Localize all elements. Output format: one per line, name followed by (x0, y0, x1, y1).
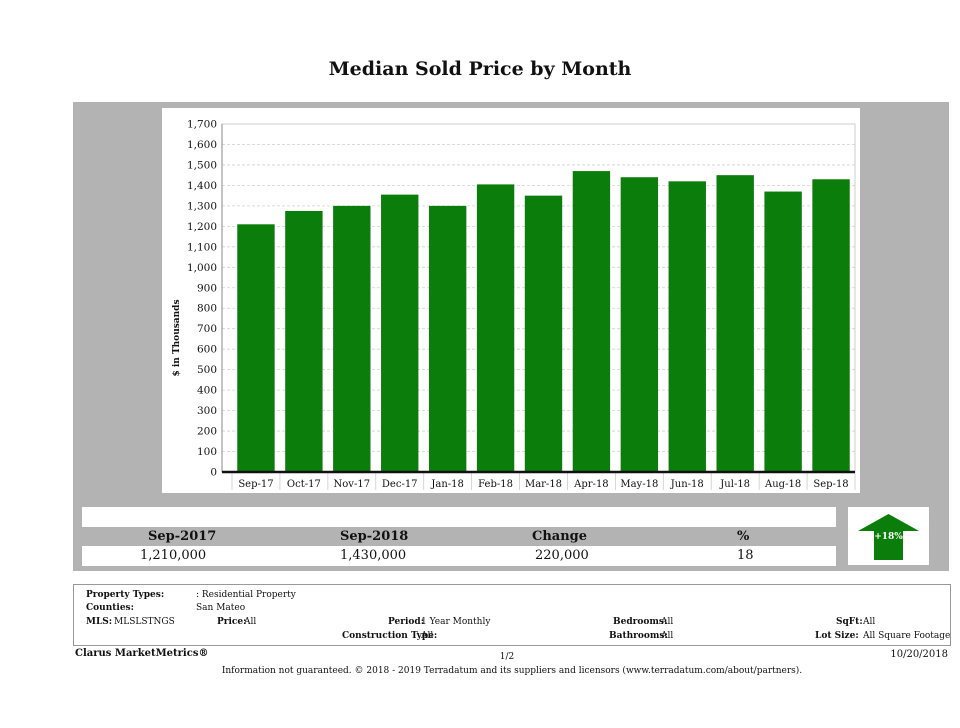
property-types-label: Property Types: (86, 590, 165, 600)
construction-type-label: Construction Type: (342, 631, 438, 641)
x-tick-label: Sep-17 (238, 479, 273, 490)
stats-header-strip (82, 507, 836, 527)
construction-type-value: All (421, 631, 434, 641)
x-tick-label: Aug-18 (764, 479, 801, 490)
stat-value-start: 1,210,000 (140, 548, 207, 563)
mls-value: MLSLSTNGS (114, 617, 175, 627)
y-tick-label: 600 (197, 344, 217, 356)
mls-label: MLS: (86, 617, 113, 627)
y-tick-label: 700 (197, 323, 217, 335)
bar-chart: 0 100 200 300 400 500 600 700 800 900 1,000 1,100 1,… (172, 119, 856, 490)
x-tick-label: Jan-18 (430, 479, 464, 490)
x-tick-label: Jun-18 (670, 479, 704, 490)
page-number: 1/2 (499, 652, 515, 662)
bar (812, 179, 850, 472)
bar (620, 177, 659, 473)
stats-value-strip (82, 546, 836, 566)
y-axis-label: $ in Thousands (172, 299, 182, 376)
y-tick-label: 1,500 (187, 159, 217, 171)
bar (572, 171, 611, 473)
stat-header-end: Sep-2018 (340, 529, 409, 544)
bar (476, 184, 515, 472)
x-tick-label: Feb-18 (478, 479, 513, 490)
bar (285, 211, 323, 472)
bedrooms-value: All (661, 617, 674, 627)
y-tick-label: 1,400 (187, 180, 217, 192)
change-badge: +18% (848, 507, 929, 565)
x-tick-label: Sep-18 (813, 479, 848, 490)
y-tick-label: 1,600 (187, 139, 217, 151)
bathrooms-value: All (661, 631, 674, 641)
sqft-label: SqFt: (836, 617, 863, 627)
stat-value-change: 220,000 (535, 548, 589, 563)
x-tick-label: Mar-18 (525, 479, 562, 490)
stat-header-start: Sep-2017 (148, 529, 217, 544)
y-tick-label: 300 (197, 405, 217, 417)
bar (764, 191, 802, 472)
y-tick-label: 1,300 (187, 200, 217, 212)
y-tick-label: 900 (197, 282, 217, 294)
bar (524, 195, 563, 472)
y-tick-label: 0 (210, 467, 217, 479)
bar (333, 205, 371, 472)
bar (237, 224, 275, 472)
bar (428, 205, 467, 472)
y-tick-label: 1,200 (187, 221, 217, 233)
stat-value-percent: 18 (737, 548, 754, 563)
disclaimer: Information not guaranteed. © 2018 - 201… (221, 666, 803, 676)
counties-value: San Mateo (196, 603, 246, 613)
bar (668, 181, 706, 472)
stat-header-change: Change (532, 529, 588, 544)
stat-value-end: 1,430,000 (340, 548, 407, 563)
report-date: 10/20/2018 (890, 649, 948, 660)
lot-size-value: All Square Footage (863, 631, 951, 641)
x-tick-label: May-18 (620, 479, 658, 490)
counties-label: Counties: (86, 603, 134, 613)
x-tick-label: Nov-17 (334, 479, 371, 490)
lot-size-label: Lot Size: (815, 631, 859, 641)
property-types-value: : Residential Property (196, 590, 296, 600)
chart-area: 0 100 200 300 400 500 600 700 800 900 1,000 1,100 1,… (162, 108, 860, 493)
price-label: Price: (217, 617, 247, 627)
price-value: All (244, 617, 257, 627)
y-tick-label: 1,100 (187, 241, 217, 253)
y-tick-label: 1,000 (187, 262, 217, 274)
x-tick-label: Jul-18 (719, 479, 750, 490)
bathrooms-label: Bathrooms: (609, 631, 668, 641)
x-tick-label: Oct-17 (287, 479, 321, 490)
y-tick-label: 500 (197, 364, 217, 376)
period-value: 1 Year Monthly (421, 617, 491, 627)
stat-header-percent: % (737, 529, 750, 544)
y-tick-label: 800 (197, 303, 217, 315)
filter-summary: Property Types: : Residential Property C… (73, 584, 951, 646)
chart-title: Median Sold Price by Month (328, 58, 632, 80)
bar (381, 194, 419, 472)
y-tick-label: 1,700 (187, 119, 217, 131)
y-tick-label: 200 (197, 426, 217, 438)
bedrooms-label: Bedrooms: (613, 617, 668, 627)
sqft-value: All (863, 617, 876, 627)
y-tick-label: 100 (197, 446, 217, 458)
brand-name: Clarus MarketMetrics® (75, 648, 209, 659)
x-tick-label: Dec-17 (382, 479, 418, 490)
arrow-up-icon (858, 514, 919, 560)
change-badge-label: +18% (874, 532, 903, 542)
y-tick-label: 400 (197, 385, 217, 397)
x-tick-label: Apr-18 (573, 479, 609, 490)
period-label: Period: (388, 617, 425, 627)
bar (716, 175, 754, 473)
